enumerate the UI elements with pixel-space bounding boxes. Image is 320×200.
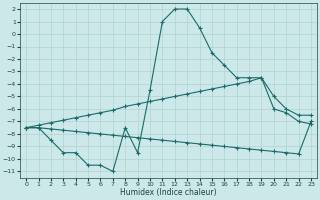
X-axis label: Humidex (Indice chaleur): Humidex (Indice chaleur)	[120, 188, 217, 197]
